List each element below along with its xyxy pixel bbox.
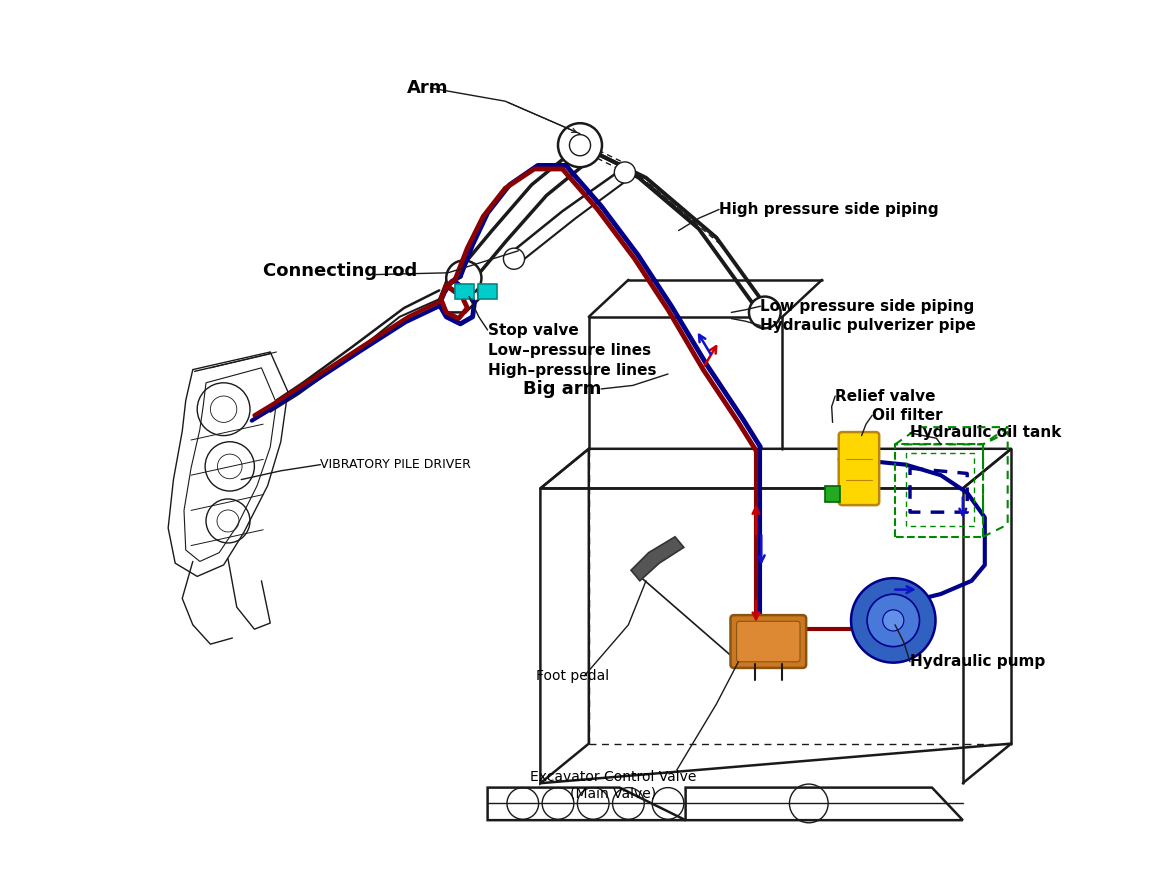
Bar <box>478 284 498 299</box>
Circle shape <box>615 162 636 183</box>
Text: High pressure side piping: High pressure side piping <box>719 202 938 217</box>
Text: Excavator Control Valve
(Main Valve): Excavator Control Valve (Main Valve) <box>530 770 697 800</box>
Circle shape <box>867 594 920 647</box>
Circle shape <box>558 123 602 167</box>
Text: Hydraulic pulverizer pipe: Hydraulic pulverizer pipe <box>761 318 977 334</box>
Text: Arm: Arm <box>407 79 448 97</box>
Text: Stop valve: Stop valve <box>487 322 579 338</box>
Text: High–pressure lines: High–pressure lines <box>487 363 657 378</box>
FancyBboxPatch shape <box>839 432 879 505</box>
Text: Relief valve: Relief valve <box>835 388 936 404</box>
FancyBboxPatch shape <box>737 621 800 662</box>
Text: Low–pressure lines: Low–pressure lines <box>487 342 651 358</box>
Circle shape <box>749 297 781 328</box>
Circle shape <box>851 578 935 663</box>
Text: Hydraulic pump: Hydraulic pump <box>909 654 1045 670</box>
Circle shape <box>447 260 481 296</box>
Circle shape <box>503 248 524 269</box>
Bar <box>455 284 474 299</box>
Circle shape <box>883 610 904 631</box>
Text: Oil filter: Oil filter <box>872 407 943 423</box>
Text: Low pressure side piping: Low pressure side piping <box>761 298 974 314</box>
FancyBboxPatch shape <box>731 615 806 668</box>
Bar <box>825 486 841 502</box>
Polygon shape <box>631 537 684 581</box>
Text: Big arm: Big arm <box>523 380 601 398</box>
Text: Hydraulic oil tank: Hydraulic oil tank <box>909 425 1061 441</box>
Text: Foot pedal: Foot pedal <box>536 669 609 683</box>
Text: VIBRATORY PILE DRIVER: VIBRATORY PILE DRIVER <box>320 458 471 471</box>
Text: Connecting rod: Connecting rod <box>263 262 418 280</box>
